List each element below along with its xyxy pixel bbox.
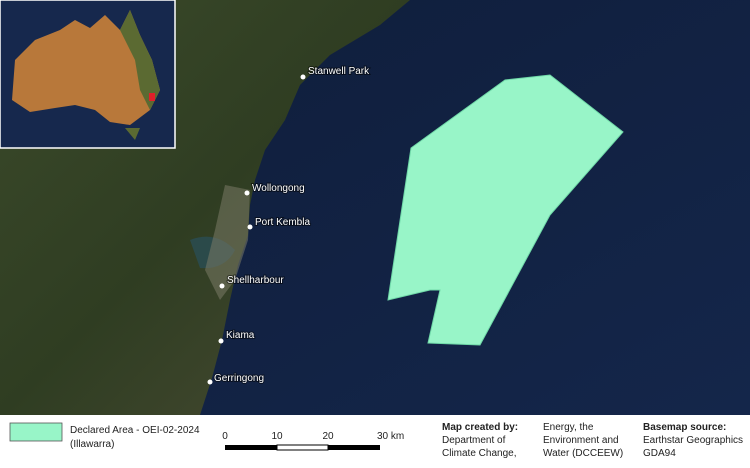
basemap-text: Earthstar Geographics	[643, 435, 743, 446]
scale-segment	[328, 445, 380, 450]
place-label: Gerringong	[214, 373, 264, 384]
place-dot	[244, 190, 250, 196]
scale-label: 10	[271, 431, 283, 442]
scale-label: 20	[322, 431, 334, 442]
declared-area	[387, 74, 624, 346]
place-dot	[219, 283, 225, 289]
place-dot	[247, 224, 253, 230]
credit-text: Environment and	[543, 435, 619, 446]
place-label: Port Kembla	[255, 217, 310, 228]
place-dot	[300, 74, 306, 80]
place-label: Stanwell Park	[308, 66, 370, 77]
legend-label: Declared Area - OEI-02-2024	[70, 425, 200, 436]
inset-australia	[12, 10, 160, 125]
scale-segment	[225, 445, 277, 450]
place-label: Kiama	[226, 330, 255, 341]
places: Stanwell Park Wollongong Port Kembla She…	[207, 65, 371, 385]
inset-green	[120, 10, 160, 110]
legend-label: (Illawarra)	[70, 439, 114, 450]
place-dot	[218, 338, 224, 344]
place-label: Wollongong	[252, 183, 305, 194]
legend-swatch	[9, 422, 63, 442]
credit-text: Department of	[442, 435, 506, 446]
footer	[0, 415, 750, 468]
urban-area	[205, 185, 250, 300]
basemap-heading: Basemap source:	[643, 422, 726, 433]
inset-marker	[149, 93, 155, 101]
credit-text: Climate Change,	[442, 448, 516, 459]
credit-text: Water (DCCEEW)	[543, 448, 623, 459]
inset-tasmania	[125, 128, 140, 140]
place-label: Shellharbour	[227, 275, 284, 286]
scale-label: 30 km	[377, 431, 404, 442]
credit-text: Energy, the	[543, 422, 594, 433]
scale-label: 0	[222, 431, 228, 442]
scale-segment	[276, 444, 329, 451]
basemap-text: GDA94	[643, 448, 676, 459]
credit-heading: Map created by:	[442, 422, 518, 433]
inset-map	[0, 0, 176, 149]
place-dot	[207, 379, 213, 385]
scale-bar: 0 10 20 30 km	[222, 431, 404, 451]
